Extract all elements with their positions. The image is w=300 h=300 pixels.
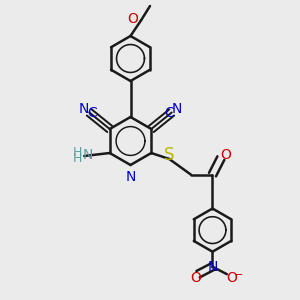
Text: C: C — [87, 106, 97, 120]
Text: N: N — [172, 103, 182, 116]
Text: H: H — [73, 146, 82, 160]
Text: N: N — [79, 103, 89, 116]
Text: N: N — [207, 260, 218, 274]
Text: O: O — [226, 271, 237, 285]
Text: O: O — [127, 12, 138, 26]
Text: O: O — [190, 271, 201, 285]
Text: H: H — [73, 152, 82, 166]
Text: C: C — [164, 106, 174, 120]
Text: N: N — [126, 170, 136, 184]
Text: S: S — [164, 146, 175, 164]
Text: N: N — [83, 148, 93, 162]
Text: O: O — [220, 148, 231, 162]
Text: −: − — [234, 270, 244, 280]
